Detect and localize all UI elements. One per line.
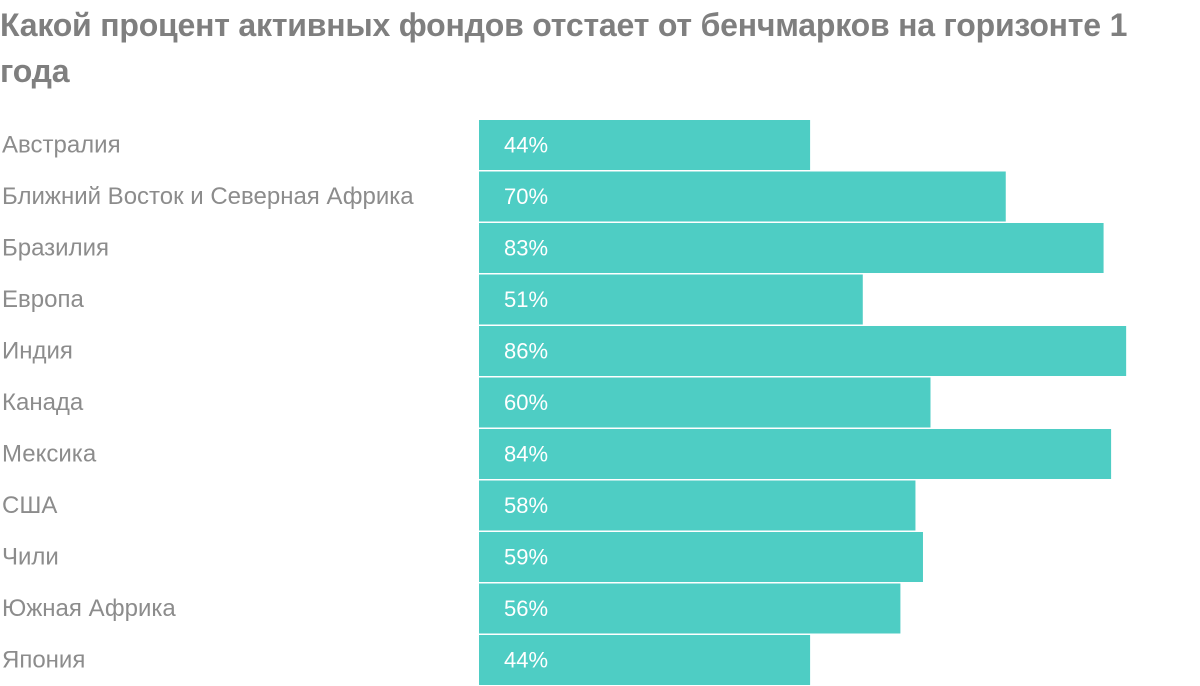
category-label: Ближний Восток и Северная Африка — [2, 183, 414, 210]
category-labels: Австралия Ближний Восток и Северная Африк… — [2, 132, 414, 674]
category-label: Бразилия — [2, 235, 109, 262]
value-label: 56% — [504, 596, 548, 621]
value-label: 70% — [504, 184, 548, 209]
value-label: 60% — [504, 390, 548, 415]
category-label: Канада — [2, 389, 84, 416]
chart-title: Какой процент активных фондов отстает от… — [0, 7, 1128, 89]
bar — [479, 532, 923, 582]
bar — [479, 274, 863, 325]
value-label: 83% — [504, 236, 548, 261]
category-label: США — [2, 492, 57, 519]
value-label: 44% — [504, 648, 548, 673]
value-label: 59% — [504, 545, 548, 570]
bar — [479, 120, 811, 170]
bars-layer — [479, 120, 1127, 685]
value-label: 86% — [504, 339, 548, 364]
bar — [479, 171, 1006, 222]
category-label: Европа — [2, 286, 84, 313]
category-label: Индия — [2, 338, 73, 365]
bar — [479, 223, 1104, 273]
category-label: Япония — [2, 647, 85, 674]
value-labels: 44% 70% 83% 51% 86% 60% 84% 58% 59% 56% 44% — [504, 133, 548, 673]
category-label: Мексика — [2, 441, 97, 468]
value-label: 44% — [504, 133, 548, 158]
category-label: Чили — [2, 544, 59, 571]
bar — [479, 583, 901, 634]
bar — [479, 635, 811, 685]
bar — [479, 429, 1112, 479]
category-label: Австралия — [2, 132, 121, 159]
value-label: 58% — [504, 493, 548, 518]
value-label: 84% — [504, 442, 548, 467]
value-label: 51% — [504, 287, 548, 312]
bar — [479, 326, 1127, 376]
bar — [479, 480, 916, 531]
category-label: Южная Африка — [2, 595, 176, 622]
bar — [479, 377, 931, 428]
